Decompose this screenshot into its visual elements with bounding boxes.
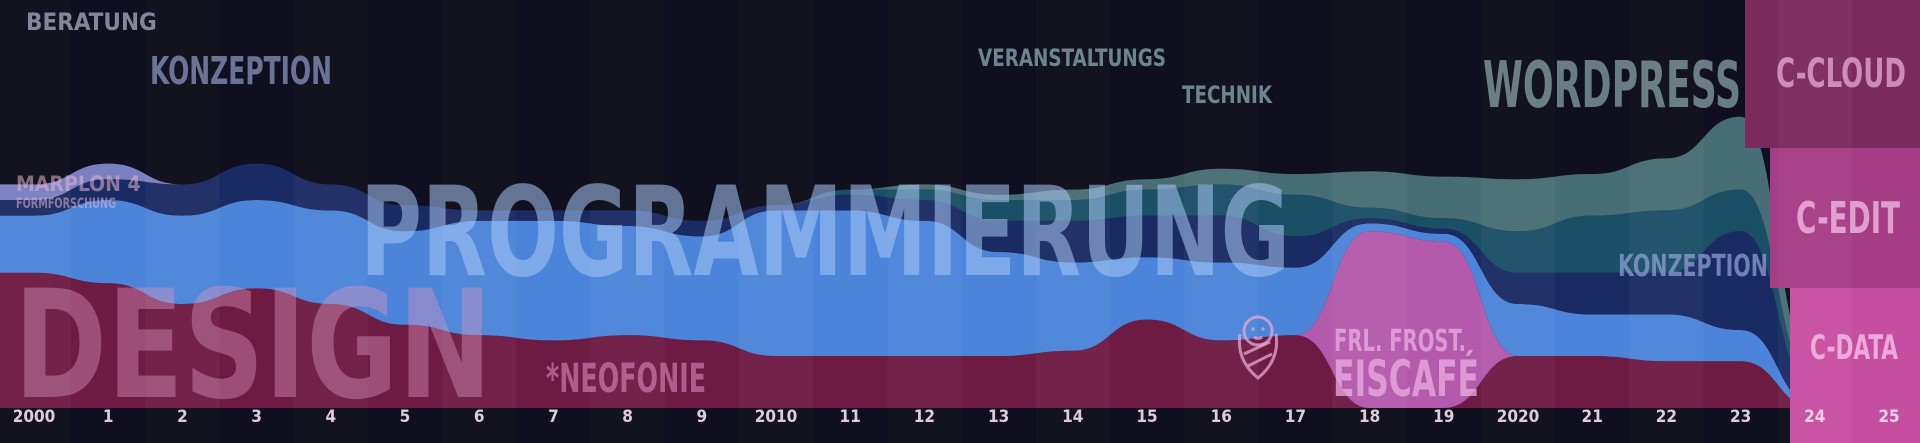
x-tick-label: 2020 <box>1497 407 1540 427</box>
x-tick-label: 22 <box>1656 407 1677 427</box>
label-marplon: MARPLON 4 <box>16 172 141 196</box>
x-tick-label: 2010 <box>755 407 798 427</box>
labels: BERATUNG KONZEPTION MARPLON 4 FORMFORSCH… <box>14 8 1906 433</box>
x-tick-label: 8 <box>622 407 633 427</box>
label-beratung: BERATUNG <box>26 8 157 36</box>
x-tick-label: 4 <box>325 407 336 427</box>
label-c-cloud: C-CLOUD <box>1776 51 1906 97</box>
x-tick-label: 16 <box>1211 407 1232 427</box>
x-tick-label: 15 <box>1136 407 1157 427</box>
label-formforschung: FORMFORSCHUNG <box>16 196 116 212</box>
stream-layer <box>0 163 1920 408</box>
right-panel <box>1745 0 1920 443</box>
x-tick-label: 6 <box>474 407 485 427</box>
x-tick-label: 2000 <box>13 407 56 427</box>
label-design: DESIGN <box>14 259 492 433</box>
x-tick-label: 21 <box>1582 407 1603 427</box>
stream-layer <box>0 272 1920 408</box>
stream-layer <box>0 231 1920 408</box>
x-tick-label: 19 <box>1433 407 1454 427</box>
c-data-block <box>1790 288 1920 443</box>
x-tick-label: 11 <box>840 407 861 427</box>
label-c-edit: C-EDIT <box>1796 193 1900 244</box>
x-tick-label: 7 <box>548 407 559 427</box>
x-tick-label: 24 <box>1804 407 1825 427</box>
x-tick-label: 25 <box>1878 407 1899 427</box>
x-tick-label: 14 <box>1062 407 1083 427</box>
c-cloud-block <box>1745 0 1920 148</box>
x-tick-label: 17 <box>1285 407 1306 427</box>
x-axis-ticks: 2000 1 2 3 4 5 6 7 8 9 2010 11 12 13 14 15 16 17 18 19 2020 2… <box>13 407 1900 427</box>
label-neofonie: *NEOFONIE <box>546 356 706 402</box>
x-tick-label: 13 <box>988 407 1009 427</box>
x-tick-label: 2 <box>177 407 188 427</box>
stream-layer <box>0 116 1920 409</box>
x-tick-label: 9 <box>696 407 707 427</box>
x-tick-label: 1 <box>103 407 114 427</box>
label-konzeption: KONZEPTION <box>150 49 332 93</box>
stream-layer <box>0 163 1920 408</box>
baby-icon <box>1237 315 1279 380</box>
label-technik: TECHNIK <box>1182 81 1273 109</box>
x-tick-label: 3 <box>251 407 262 427</box>
x-tick-label: 23 <box>1730 407 1751 427</box>
label-wordpress: WORDPRESS <box>1483 49 1741 123</box>
label-programmierung: PROGRAMMIERUNG <box>360 161 1290 305</box>
label-c-data: C-DATA <box>1810 328 1898 368</box>
x-tick-label: 18 <box>1359 407 1380 427</box>
label-veranstaltungs: VERANSTALTUNGS <box>978 44 1166 72</box>
x-tick-label: 12 <box>914 407 935 427</box>
label-konzeption-2: KONZEPTION <box>1618 249 1768 284</box>
stream-layers <box>0 116 1920 409</box>
label-eiscafe: EISCAFÉ <box>1333 349 1479 408</box>
x-tick-label: 5 <box>400 407 411 427</box>
label-frost: FRL. FROST. <box>1334 324 1466 359</box>
c-edit-block <box>1770 148 1920 288</box>
stream-layer <box>0 200 1920 408</box>
